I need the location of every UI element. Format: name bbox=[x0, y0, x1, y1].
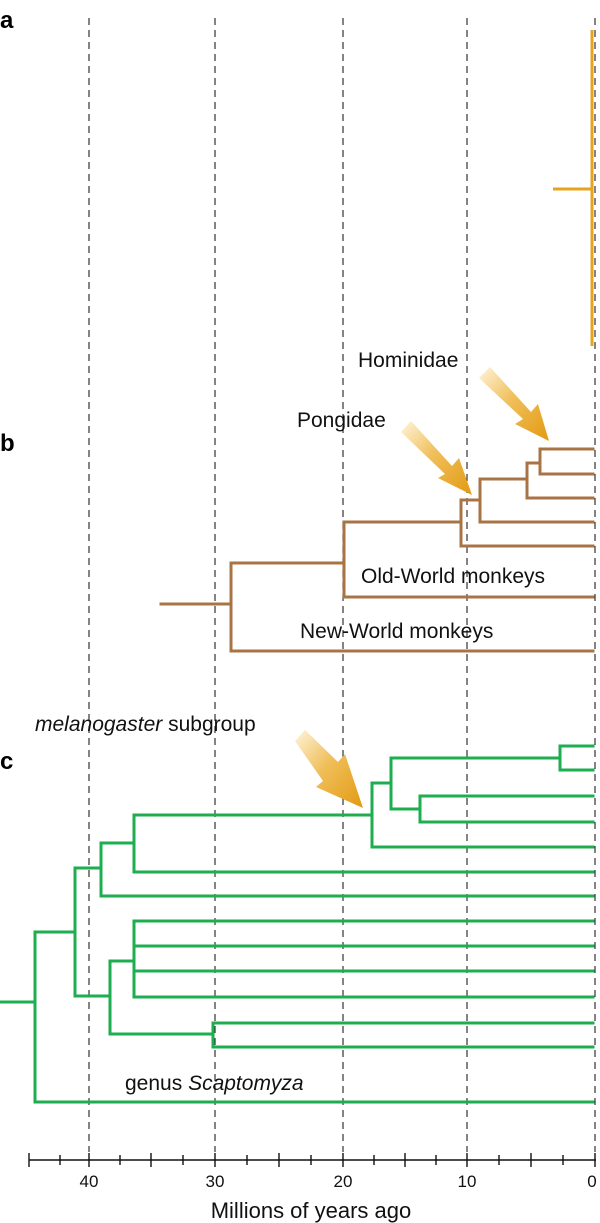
tick-label-10: 10 bbox=[458, 1172, 477, 1191]
label-pongidae: Pongidae bbox=[297, 409, 386, 432]
tick-label-30: 30 bbox=[206, 1172, 225, 1191]
arrow-hominidae bbox=[479, 367, 549, 441]
arrow-hominidae-shape bbox=[479, 367, 549, 441]
label-subgroup-text: subgroup bbox=[162, 713, 255, 736]
tick-label-20: 20 bbox=[334, 1172, 353, 1191]
arrow-melanogaster-shape bbox=[295, 730, 363, 808]
x-axis-title: Millions of years ago bbox=[211, 1198, 412, 1223]
arrow-pongidae bbox=[401, 421, 472, 495]
x-axis-ticks bbox=[28, 1153, 596, 1167]
panel-letter-a: a bbox=[0, 7, 14, 34]
tree-panel-c bbox=[0, 744, 595, 1104]
x-axis: 40 30 20 10 0 Millions of years ago bbox=[28, 1153, 597, 1223]
tick-label-40: 40 bbox=[80, 1172, 99, 1191]
label-melanogaster-subgroup: melanogaster subgroup bbox=[35, 713, 256, 736]
arrow-melanogaster bbox=[295, 730, 363, 808]
arrow-pongidae-shape bbox=[401, 421, 472, 495]
label-genus-scaptomyza: genus Scaptomyza bbox=[125, 1072, 304, 1095]
label-old-world-monkeys: Old-World monkeys bbox=[361, 565, 545, 588]
label-new-world-monkeys: New-World monkeys bbox=[300, 620, 493, 643]
tree-panel-a bbox=[553, 30, 594, 346]
panel-letter-b: b bbox=[0, 430, 15, 457]
label-genus-text: genus bbox=[125, 1072, 188, 1095]
label-scaptomyza-italic: Scaptomyza bbox=[188, 1072, 304, 1095]
tick-label-0: 0 bbox=[587, 1172, 596, 1191]
panel-letter-c: c bbox=[0, 748, 13, 775]
label-melanogaster-italic: melanogaster bbox=[35, 713, 163, 736]
label-hominidae: Hominidae bbox=[358, 349, 458, 372]
tree-panel-b bbox=[159, 447, 595, 653]
